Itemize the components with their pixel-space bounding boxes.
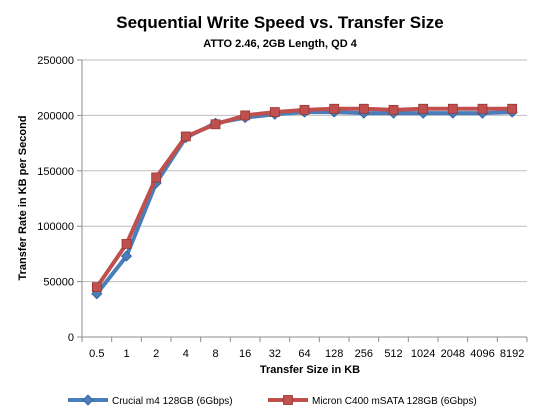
x-tick-label: 512	[384, 348, 402, 360]
legend-item: Micron C400 mSATA 128GB (6Gbps)	[268, 395, 477, 407]
data-point	[120, 250, 133, 262]
series-1	[91, 106, 518, 300]
series-lines	[91, 103, 518, 300]
y-tick-label: 50000	[43, 277, 74, 289]
data-point	[329, 103, 340, 114]
legend-marker	[82, 394, 94, 406]
y-tick-labels: 0 50000 100000 150000 200000 250000	[37, 55, 74, 344]
x-tick-label: 8	[212, 348, 218, 360]
data-point	[240, 110, 251, 121]
y-tick-label: 150000	[37, 166, 74, 178]
x-tick-labels: 0.5 1 2 4 8 16 32 64 128 256 512 1024 2048 4096 8192	[89, 348, 524, 360]
data-point	[151, 172, 162, 183]
data-point	[299, 104, 310, 115]
legend-item: Crucial m4 128GB (6Gbps)	[68, 394, 233, 407]
y-axis-label: Transfer Rate in KB per Second	[17, 115, 29, 280]
chart-subtitle: ATTO 2.46, 2GB Length, QD 4	[203, 38, 358, 50]
legend-label: Crucial m4 128GB (6Gbps)	[112, 396, 233, 407]
x-tick-label: 2	[153, 348, 159, 360]
legend: Crucial m4 128GB (6Gbps) Micron C400 mSAT…	[68, 394, 477, 407]
x-tick-label: 1024	[411, 348, 435, 360]
x-axis-label: Transfer Size in KB	[260, 364, 360, 376]
x-tick-label: 2048	[441, 348, 465, 360]
data-point	[91, 282, 102, 293]
data-point	[269, 107, 280, 117]
x-tick-label: 8192	[500, 348, 524, 360]
y-tick-label: 200000	[37, 110, 74, 122]
x-tick-label: 64	[298, 348, 310, 360]
series-line	[94, 110, 515, 296]
data-point	[477, 103, 488, 114]
legend-marker	[283, 395, 293, 405]
y-tick-label: 0	[68, 332, 74, 344]
x-tick-label: 0.5	[89, 348, 104, 360]
data-point	[180, 131, 191, 142]
legend-label: Micron C400 mSATA 128GB (6Gbps)	[312, 396, 477, 407]
data-point	[210, 119, 221, 130]
x-tick-label: 1	[123, 348, 129, 360]
data-point	[388, 104, 399, 115]
data-point	[507, 103, 518, 114]
x-tick-label: 256	[355, 348, 373, 360]
x-tick-label: 128	[325, 348, 343, 360]
y-tick-label: 250000	[37, 55, 74, 67]
gridlines	[82, 59, 527, 283]
data-point	[447, 103, 458, 114]
data-point	[358, 103, 369, 114]
data-point	[418, 103, 429, 114]
x-tick-label: 32	[269, 348, 281, 360]
y-tick-label: 100000	[37, 221, 74, 233]
x-tick-label: 4096	[470, 348, 494, 360]
data-point	[121, 239, 132, 249]
series-line	[94, 106, 515, 290]
axes	[77, 59, 528, 342]
x-tick-label: 4	[183, 348, 189, 360]
series-2	[91, 103, 518, 293]
chart-title: Sequential Write Speed vs. Transfer Size	[116, 13, 444, 32]
x-tick-label: 16	[239, 348, 251, 360]
